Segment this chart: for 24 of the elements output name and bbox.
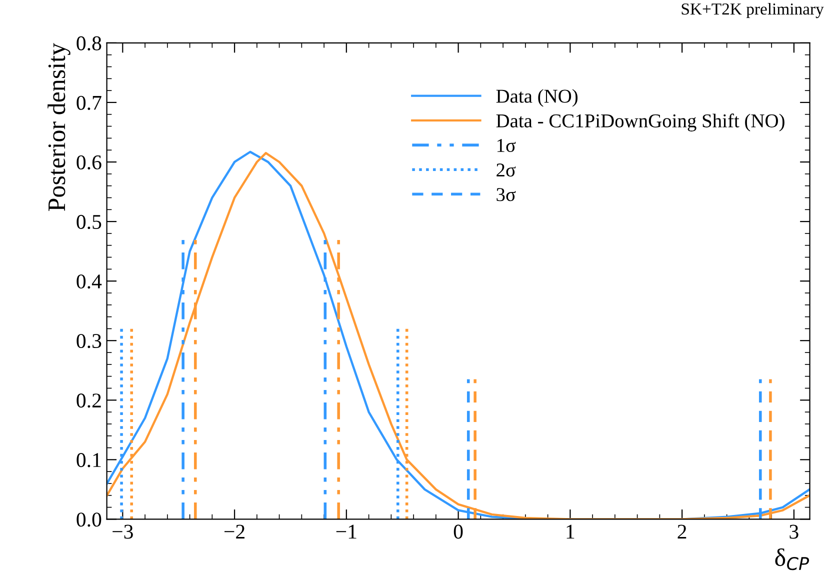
x-tick-label: −1 <box>336 524 356 539</box>
legend-label: 1σ <box>497 139 516 152</box>
x-tick-label: 3 <box>790 524 798 539</box>
y-tick-label: 0.5 <box>76 214 102 230</box>
legend-label: Data - CC1PiDownGoing Shift (NO) <box>496 114 784 132</box>
y-axis-title: Posterior density <box>48 43 70 211</box>
y-tick-label: 0.8 <box>76 36 102 50</box>
y-tick-label: 0.3 <box>76 334 102 348</box>
text: SK+T2K preliminary <box>682 2 824 18</box>
y-tick-label: 0.4 <box>76 274 102 289</box>
legend-label: 2σ <box>496 164 516 177</box>
x-tick-label: 1 <box>566 524 574 539</box>
y-tick-label: 0.1 <box>76 453 101 468</box>
x-tick-label: −2 <box>224 524 244 539</box>
x-tick-label: −3 <box>112 524 133 539</box>
y-tick-label: 0.6 <box>76 155 102 170</box>
y-tick-label: 0.0 <box>76 512 102 527</box>
legend-label: Data (NO) <box>496 89 578 107</box>
x-axis-title: δ$_{CP}$ <box>775 548 810 570</box>
y-tick-label: 0.7 <box>76 96 102 110</box>
legend-label: 3σ <box>496 188 516 202</box>
x-tick-label: 0 <box>454 524 463 539</box>
y-tick-label: 0.2 <box>76 394 101 408</box>
x-tick-label: 2 <box>678 524 686 539</box>
